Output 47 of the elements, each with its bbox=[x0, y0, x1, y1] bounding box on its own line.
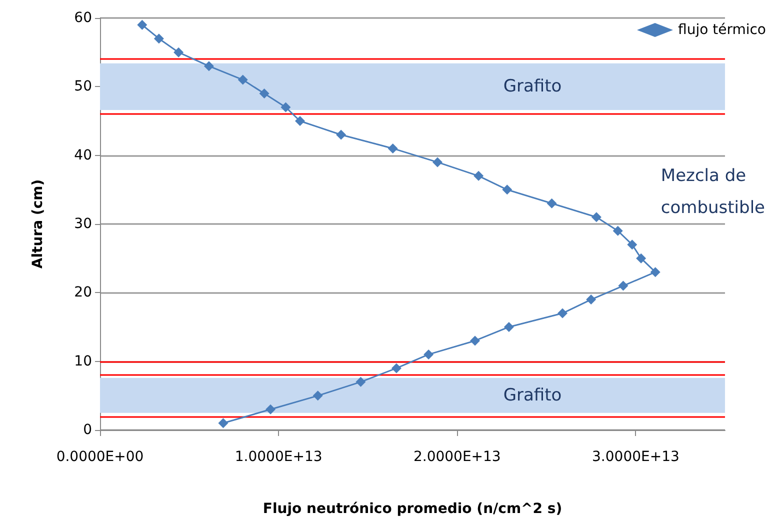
x-tick-label: 2.0000E+13 bbox=[413, 449, 501, 465]
y-axis-title: Altura (cm) bbox=[30, 179, 46, 269]
point bbox=[586, 294, 596, 305]
point bbox=[558, 308, 568, 318]
point bbox=[636, 253, 646, 264]
point bbox=[474, 170, 484, 181]
point bbox=[336, 130, 346, 140]
y-tick-label: 20 bbox=[74, 284, 92, 301]
point bbox=[218, 418, 228, 428]
y-tick-label: 30 bbox=[74, 216, 92, 232]
y-tick-label: 10 bbox=[74, 353, 92, 370]
point bbox=[388, 143, 398, 154]
point bbox=[154, 34, 164, 44]
point bbox=[356, 376, 366, 387]
point bbox=[650, 267, 660, 278]
point bbox=[612, 226, 623, 236]
y-tick-label: 40 bbox=[74, 147, 92, 164]
band-label: Grafito bbox=[503, 76, 562, 97]
point bbox=[312, 390, 323, 401]
point bbox=[238, 74, 248, 85]
point bbox=[618, 280, 628, 291]
annotation: Mezcla de combustible bbox=[660, 166, 765, 218]
point bbox=[424, 349, 434, 360]
point bbox=[470, 336, 480, 346]
point bbox=[137, 20, 148, 30]
point bbox=[174, 47, 184, 58]
point bbox=[295, 116, 305, 126]
point bbox=[502, 184, 512, 195]
x-tick-label: 0.0000E+00 bbox=[56, 449, 144, 465]
point bbox=[266, 404, 276, 414]
point bbox=[391, 363, 402, 374]
point bbox=[259, 88, 270, 99]
point bbox=[432, 157, 442, 168]
x-tick-label: 1.0000E+13 bbox=[234, 449, 322, 465]
band-label: Grafito bbox=[503, 385, 562, 406]
point bbox=[627, 240, 638, 250]
y-tick-label: 0 bbox=[83, 422, 92, 438]
point bbox=[546, 198, 557, 208]
legend-label: flujo térmico bbox=[678, 22, 766, 38]
x-axis-title: Flujo neutrónico promedio (n/cm^2 s) bbox=[262, 501, 562, 517]
point bbox=[504, 322, 514, 332]
point bbox=[591, 212, 602, 222]
y-tick-label: 60 bbox=[74, 10, 92, 26]
point bbox=[204, 61, 214, 72]
point bbox=[280, 102, 291, 112]
x-tick-label: 3.0000E+13 bbox=[592, 449, 680, 465]
y-tick-label: 50 bbox=[74, 78, 92, 95]
